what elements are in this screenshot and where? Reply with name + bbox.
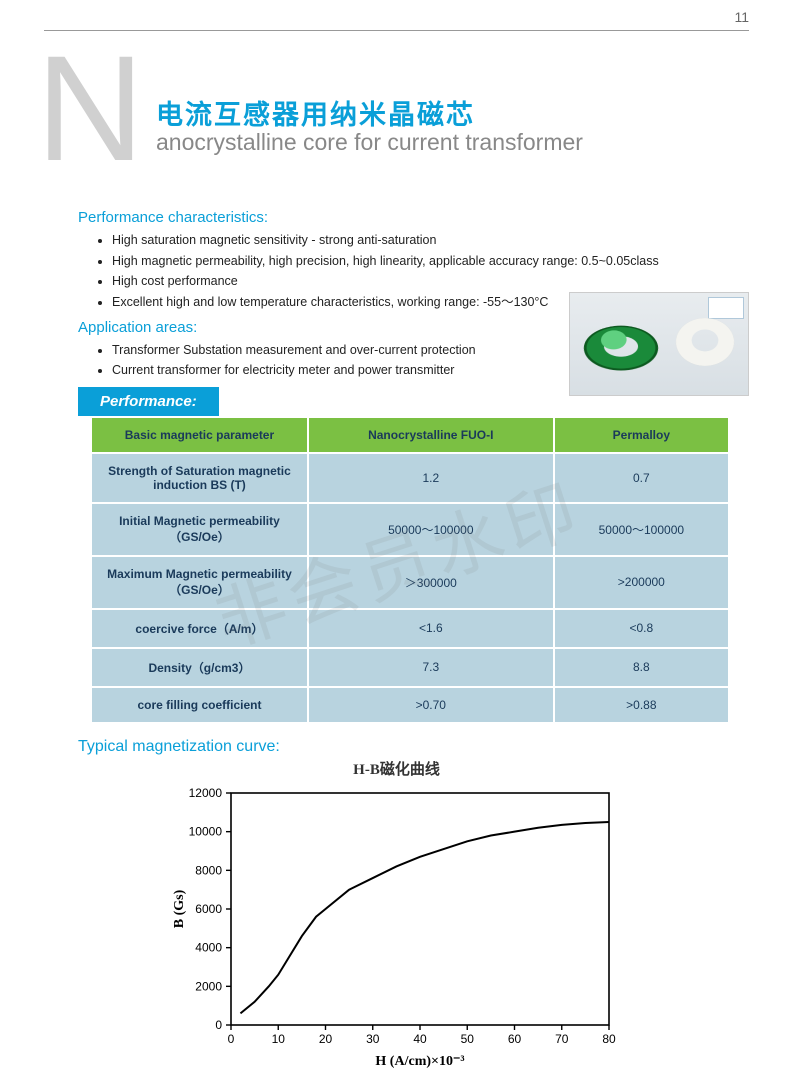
magnetization-curve-label: Typical magnetization curve: (78, 738, 749, 756)
svg-text:80: 80 (602, 1032, 616, 1046)
svg-text:B (Gs): B (Gs) (172, 889, 187, 928)
param-cell: Maximum Magnetic permeability（GS/Oe） (91, 556, 308, 609)
svg-text:0: 0 (227, 1032, 234, 1046)
green-core-icon (580, 326, 662, 371)
chart-title: H-B磁化曲线 (147, 758, 647, 779)
svg-text:12000: 12000 (188, 786, 222, 800)
svg-text:70: 70 (555, 1032, 569, 1046)
svg-text:10000: 10000 (188, 824, 222, 838)
svg-text:10: 10 (271, 1032, 285, 1046)
list-item: High cost performance (112, 271, 749, 292)
svg-text:2000: 2000 (195, 979, 222, 993)
svg-text:8000: 8000 (195, 863, 222, 877)
table-row: Maximum Magnetic permeability（GS/Oe） ＞30… (91, 556, 729, 609)
param-cell: Strength of Saturation magnetic inductio… (91, 453, 308, 503)
svg-text:60: 60 (507, 1032, 521, 1046)
value-cell: >0.88 (554, 687, 729, 723)
value-cell: <1.6 (308, 609, 554, 648)
param-cell: core filling coefficient (91, 687, 308, 723)
col-header: Permalloy (554, 417, 729, 453)
logo-chip-icon (708, 297, 744, 319)
value-cell: ＞300000 (308, 556, 554, 609)
value-cell: 1.2 (308, 453, 554, 503)
table-row: coercive force（A/m） <1.6 <0.8 (91, 609, 729, 648)
col-header: Nanocrystalline FUO-I (308, 417, 554, 453)
svg-text:H (A/cm)×10⁻³: H (A/cm)×10⁻³ (375, 1054, 464, 1069)
white-core-icon (673, 318, 736, 366)
param-cell: Density（g/cm3） (91, 648, 308, 687)
product-image (569, 292, 749, 396)
svg-text:20: 20 (318, 1032, 332, 1046)
param-cell: Initial Magnetic permeability（GS/Oe） (91, 503, 308, 556)
svg-text:6000: 6000 (195, 902, 222, 916)
hb-magnetization-chart: 0 10 20 30 40 50 60 70 80 0 2000 4000 6000 8000 10000 1… (167, 783, 627, 1073)
title-english: anocrystalline core for current transfor… (156, 129, 583, 156)
title-chinese: 电流互感器用纳米晶磁芯 (156, 93, 475, 132)
table-row: Initial Magnetic permeability（GS/Oe） 500… (91, 503, 729, 556)
chart-container: H-B磁化曲线 0 10 20 30 40 50 60 70 80 0 2000 4000 6000 80… (147, 758, 647, 1073)
performance-tab: Performance: (78, 387, 219, 416)
top-rule: 11 (44, 30, 749, 31)
param-cell: coercive force（A/m） (91, 609, 308, 648)
header: N 电流互感器用纳米晶磁芯 anocrystalline core for cu… (44, 71, 749, 191)
value-cell: 0.7 (554, 453, 729, 503)
svg-text:50: 50 (460, 1032, 474, 1046)
table-row: Strength of Saturation magnetic inductio… (91, 453, 729, 503)
value-cell: 7.3 (308, 648, 554, 687)
value-cell: 8.8 (554, 648, 729, 687)
svg-text:0: 0 (215, 1018, 222, 1032)
table-header-row: Basic magnetic parameter Nanocrystalline… (91, 417, 729, 453)
value-cell: 50000～100000 (308, 503, 554, 556)
table-row: Density（g/cm3） 7.3 8.8 (91, 648, 729, 687)
table-row: core filling coefficient >0.70 >0.88 (91, 687, 729, 723)
svg-text:30: 30 (366, 1032, 380, 1046)
value-cell: 50000～100000 (554, 503, 729, 556)
value-cell: <0.8 (554, 609, 729, 648)
value-cell: >0.70 (308, 687, 554, 723)
list-item: High magnetic permeability, high precisi… (112, 251, 749, 272)
svg-text:40: 40 (413, 1032, 427, 1046)
value-cell: >200000 (554, 556, 729, 609)
page-number: 11 (734, 9, 749, 25)
list-item: High saturation magnetic sensitivity - s… (112, 230, 749, 251)
svg-text:4000: 4000 (195, 940, 222, 954)
drop-cap-letter: N (36, 33, 138, 183)
performance-characteristics-label: Performance characteristics: (78, 209, 749, 226)
performance-table: Basic magnetic parameter Nanocrystalline… (90, 416, 730, 724)
col-header: Basic magnetic parameter (91, 417, 308, 453)
